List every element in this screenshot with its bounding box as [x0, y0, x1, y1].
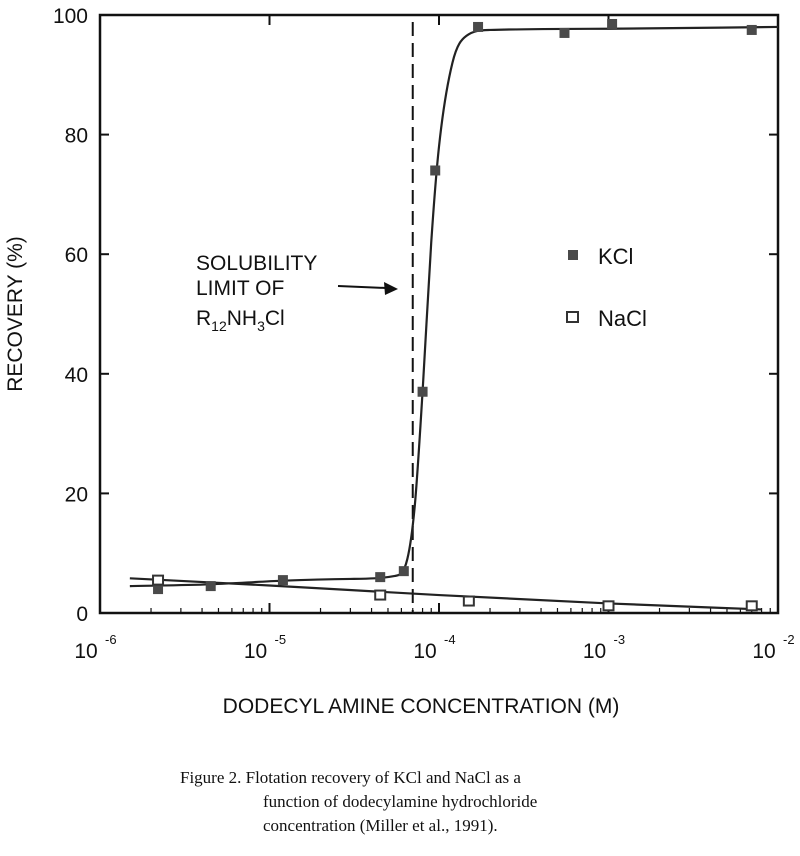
point-kcl: [559, 27, 570, 38]
annotation-arrow-head: [384, 282, 398, 295]
point-nacl: [462, 595, 475, 607]
point-nacl: [152, 574, 165, 586]
curve-kcl: [129, 25, 779, 588]
tick-labels: 0 20 40 60 80 100 10 -6 10 -5 10 -4 10 -3 10 -2: [53, 5, 795, 663]
data-points: [152, 18, 758, 612]
x-tick-label-exponent: -6: [105, 632, 117, 647]
y-tick-label: 60: [65, 244, 88, 267]
formula-subscript: 3: [257, 318, 265, 334]
point-kcl: [607, 18, 618, 29]
point-kcl: [153, 584, 164, 595]
y-tick-label: 20: [65, 483, 88, 506]
x-axis-title: DODECYL AMINE CONCENTRATION (M): [223, 695, 620, 718]
recovery-chart: 0 20 40 60 80 100 10 -6 10 -5 10 -4 10 -3 10 -2 DODECYL…: [4, 5, 795, 718]
y-tick-label: 80: [65, 125, 88, 148]
formula-text: R: [196, 307, 211, 330]
annotation-line2: LIMIT OF: [196, 277, 284, 300]
x-tick-label-base: 10: [244, 640, 267, 663]
figure-caption: Figure 2. Flotation recovery of KCl and …: [180, 766, 780, 838]
x-tick-label-exponent: -3: [614, 632, 626, 647]
x-tick-label-exponent: -4: [444, 632, 456, 647]
point-kcl: [205, 581, 216, 592]
solubility-annotation: SOLUBILITY LIMIT OF R12NH3Cl: [196, 252, 398, 334]
formula-subscript: 12: [211, 318, 227, 334]
curve-nacl: [129, 577, 762, 611]
point-nacl: [602, 600, 615, 612]
x-tick-label-exponent: -2: [783, 632, 795, 647]
caption-line-3: concentration (Miller et al., 1991).: [263, 816, 498, 835]
point-kcl: [430, 165, 441, 176]
annotation-formula: R12NH3Cl: [196, 307, 285, 334]
point-kcl: [398, 566, 409, 577]
caption-line-1: Figure 2. Flotation recovery of KCl and …: [180, 768, 521, 787]
point-kcl: [375, 572, 386, 583]
point-kcl: [417, 386, 428, 397]
annotation-line1: SOLUBILITY: [196, 252, 317, 275]
legend-kcl-label: KCl: [598, 244, 633, 269]
point-kcl: [473, 21, 484, 32]
x-tick-label-base: 10: [413, 640, 436, 663]
formula-text: NH: [227, 307, 257, 330]
legend: KCl NaCl: [566, 244, 647, 331]
x-tick-label-base: 10: [583, 640, 606, 663]
axes: [98, 13, 780, 615]
fitted-curves: [129, 25, 779, 611]
x-tick-label-base: 10: [752, 640, 775, 663]
y-tick-label: 100: [53, 5, 88, 28]
annotation-arrow-shaft: [337, 285, 387, 289]
x-tick-label-base: 10: [74, 640, 97, 663]
legend-nacl-label: NaCl: [598, 306, 647, 331]
legend-kcl-marker: [568, 250, 578, 260]
point-nacl: [374, 589, 387, 601]
y-axis-title: RECOVERY (%): [4, 236, 27, 392]
legend-nacl-marker: [566, 311, 579, 323]
caption-line-2: function of dodecylamine hydrochloride: [263, 792, 538, 811]
point-nacl: [745, 600, 758, 612]
x-tick-label-exponent: -5: [275, 632, 287, 647]
y-tick-label: 40: [65, 364, 88, 387]
y-tick-label: 0: [76, 603, 88, 626]
point-kcl: [277, 575, 288, 586]
point-kcl: [746, 24, 757, 35]
formula-text: Cl: [265, 307, 285, 330]
